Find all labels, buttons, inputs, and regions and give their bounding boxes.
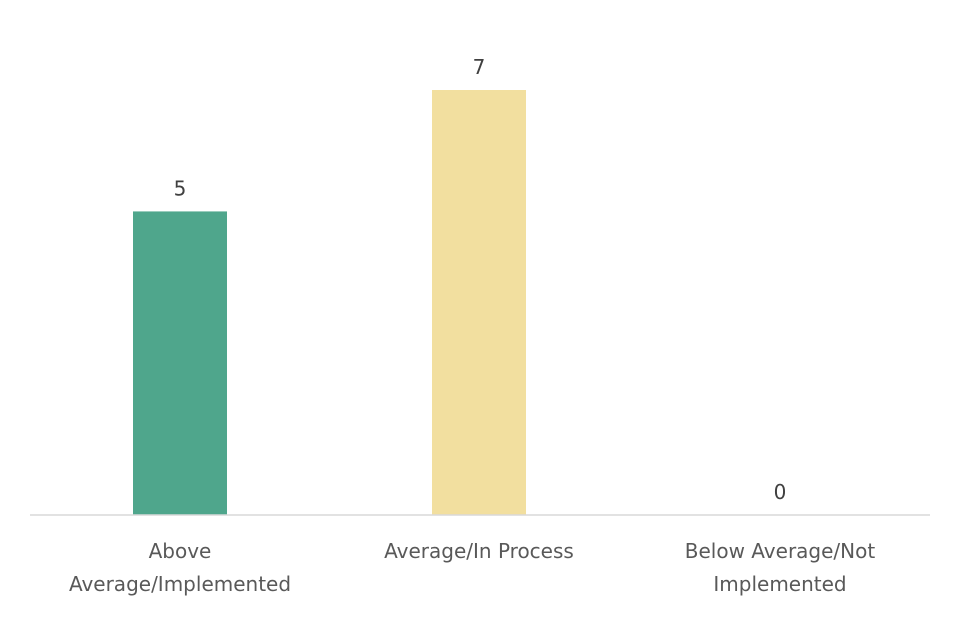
- value-label-0: 5: [174, 176, 187, 200]
- category-label-1-line-0: Average/In Process: [384, 539, 574, 563]
- category-label-1: Average/In Process: [384, 539, 574, 563]
- bar-1: [432, 90, 526, 515]
- category-label-0-line-1: Average/Implemented: [69, 572, 291, 596]
- bar-0: [133, 211, 227, 515]
- value-label-1: 7: [473, 55, 486, 79]
- value-label-2: 0: [774, 480, 787, 504]
- category-label-0: Above Average/Implemented: [69, 539, 291, 596]
- category-label-2-line-1: Implemented: [713, 572, 846, 596]
- category-label-2: Below Average/Not Implemented: [685, 539, 876, 596]
- category-label-0-line-0: Above: [149, 539, 212, 563]
- category-label-2-line-0: Below Average/Not: [685, 539, 876, 563]
